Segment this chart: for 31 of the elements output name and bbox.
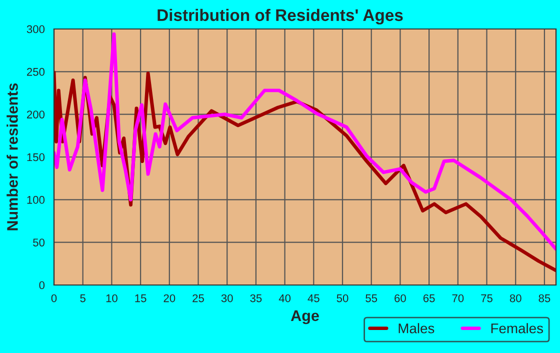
x-tick-label: 35 [250, 294, 262, 302]
x-tick-label: 60 [394, 294, 406, 302]
legend-label: Females [491, 323, 543, 334]
x-tick-label: 55 [366, 294, 378, 302]
x-tick-label: 75 [481, 294, 492, 302]
x-tick-label: 30 [221, 294, 233, 302]
y-tick-label: 300 [26, 25, 45, 34]
x-tick-label: 10 [106, 294, 118, 302]
y-tick-label: 250 [26, 68, 45, 76]
y-tick-label: 200 [26, 110, 45, 118]
x-tick-label: 25 [192, 294, 204, 302]
x-tick-label: 0 [51, 294, 57, 302]
x-tick-label: 65 [423, 294, 435, 302]
legend-label: Males [398, 323, 434, 334]
x-tick-label: 40 [278, 294, 291, 302]
y-axis-title: Number of residents [6, 83, 18, 230]
y-tick-label: 50 [33, 238, 45, 246]
y-tick-label: 0 [39, 281, 45, 290]
x-tick-label: 45 [308, 294, 320, 302]
x-tick-label: 70 [452, 294, 464, 302]
x-tick-label: 5 [80, 294, 86, 302]
y-tick-label: 150 [27, 153, 45, 162]
y-tick-label: 100 [27, 196, 45, 204]
chart-title: Distribution of Residents' Ages [158, 8, 403, 24]
x-tick-label: 80 [510, 294, 522, 302]
x-tick-label: 85 [538, 294, 550, 302]
x-tick-label: 15 [135, 294, 146, 302]
x-tick-label: 50 [336, 294, 348, 302]
x-tick-label: 20 [164, 294, 176, 302]
line-series [54, 32, 556, 251]
x-axis-title: Age [290, 310, 319, 324]
